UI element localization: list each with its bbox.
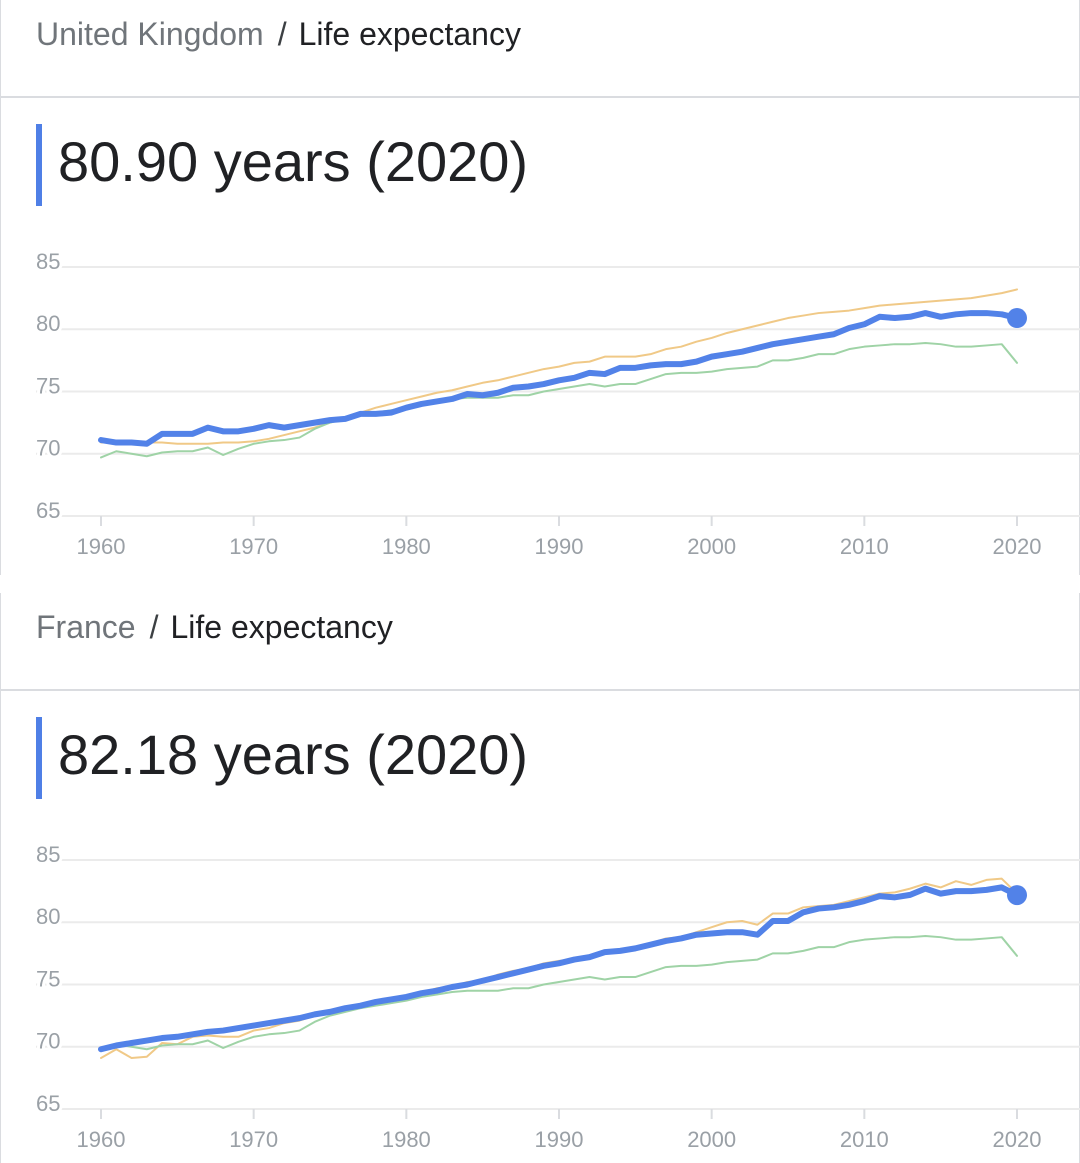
- y-tick-label: 85: [36, 842, 60, 867]
- y-tick-label: 75: [36, 966, 60, 991]
- x-tick-label: 1980: [382, 534, 431, 559]
- headline: 82.18 years (2020): [58, 723, 528, 786]
- breadcrumb: France / Life expectancy: [36, 609, 393, 645]
- last-point: [1007, 885, 1027, 906]
- x-tick-label: 1990: [535, 1127, 584, 1152]
- breadcrumb-separator: /: [150, 609, 159, 645]
- x-tick-label: 1990: [535, 534, 584, 559]
- y-tick-label: 80: [36, 904, 60, 929]
- headline: 80.90 years (2020): [58, 130, 528, 193]
- x-tick-label: 1970: [229, 1127, 278, 1152]
- x-tick-label: 2000: [687, 534, 736, 559]
- y-tick-label: 70: [36, 436, 60, 461]
- x-tick-label: 2010: [840, 534, 889, 559]
- chart-panel: France / Life expectancy 82.18 years (2020)…: [0, 593, 1080, 1163]
- series-line: [100, 288, 1018, 445]
- breadcrumb-country: United Kingdom: [36, 16, 264, 52]
- x-tick-label: 1960: [77, 1127, 126, 1152]
- last-point: [1007, 308, 1027, 329]
- y-tick-label: 70: [36, 1029, 60, 1054]
- breadcrumb-separator: /: [278, 16, 287, 52]
- breadcrumb-metric: Life expectancy: [170, 609, 392, 645]
- y-tick-label: 80: [36, 311, 60, 336]
- x-tick-label: 2010: [840, 1127, 889, 1152]
- x-tick-label: 2020: [993, 1127, 1042, 1152]
- x-tick-label: 1960: [77, 534, 126, 559]
- y-tick-label: 65: [36, 1091, 60, 1116]
- series-line: [98, 310, 1020, 447]
- y-tick-label: 85: [36, 249, 60, 274]
- chart-panel: United Kingdom / Life expectancy 80.90 year…: [0, 0, 1080, 575]
- y-tick-label: 75: [36, 373, 60, 398]
- breadcrumb-metric: Life expectancy: [299, 16, 521, 52]
- series-line: [100, 341, 1018, 459]
- y-tick-label: 65: [36, 498, 60, 523]
- series-line: [100, 934, 1018, 1052]
- headline-accent: [36, 124, 42, 206]
- x-tick-label: 2000: [687, 1127, 736, 1152]
- x-tick-label: 2020: [993, 534, 1042, 559]
- series-line: [98, 884, 1020, 1053]
- breadcrumb-country: France: [36, 609, 136, 645]
- x-tick-label: 1980: [382, 1127, 431, 1152]
- x-tick-label: 1970: [229, 534, 278, 559]
- breadcrumb: United Kingdom / Life expectancy: [36, 16, 521, 52]
- headline-accent: [36, 717, 42, 799]
